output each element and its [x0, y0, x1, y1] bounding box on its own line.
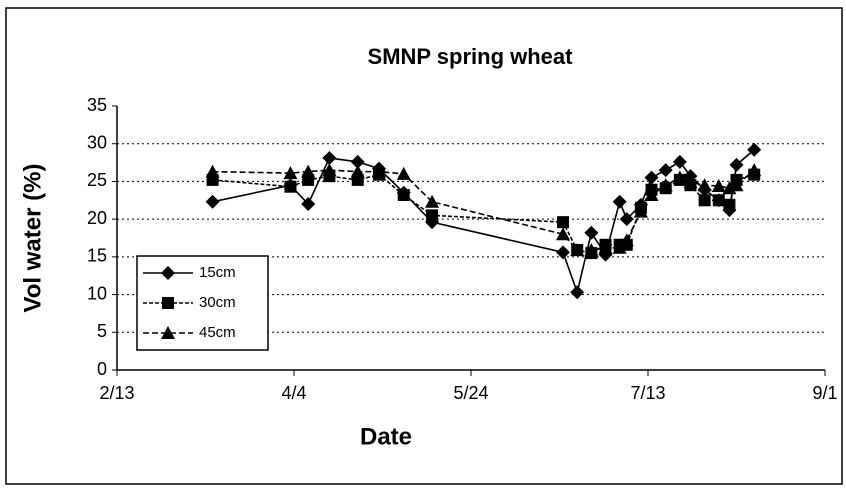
x-tick-label: 4/4: [281, 383, 306, 403]
y-tick-label: 5: [97, 321, 107, 341]
data-point: [711, 178, 726, 192]
data-point: [283, 166, 298, 180]
legend-marker: [161, 326, 175, 339]
data-point: [284, 180, 297, 193]
data-point: [729, 178, 744, 192]
x-tick-label: 5/24: [453, 383, 488, 403]
data-point: [425, 194, 440, 208]
data-point: [350, 154, 365, 169]
data-point: [598, 240, 613, 254]
data-point: [712, 194, 725, 207]
data-point: [557, 216, 570, 229]
data-point: [698, 194, 711, 207]
x-tick-label: 7/13: [630, 383, 665, 403]
data-point: [747, 142, 762, 157]
y-tick-label: 30: [87, 132, 107, 152]
data-point: [556, 227, 571, 241]
data-point: [619, 233, 634, 247]
data-point: [205, 194, 220, 209]
chart-title: SMNP spring wheat: [368, 44, 574, 69]
y-tick-label: 0: [97, 359, 107, 379]
data-point: [556, 245, 571, 260]
y-tick-label: 35: [87, 95, 107, 115]
data-point: [570, 285, 585, 300]
x-tick-label: 2/13: [99, 383, 134, 403]
y-axis-title: Vol water (%): [19, 164, 46, 313]
data-point: [672, 170, 687, 184]
legend-label: 45cm: [199, 324, 236, 341]
data-point: [322, 151, 337, 166]
data-point: [570, 243, 585, 257]
data-point: [426, 209, 439, 222]
chart-frame: [5, 7, 843, 485]
legend-label: 30cm: [199, 294, 236, 311]
data-point: [644, 170, 659, 185]
data-point: [658, 178, 673, 192]
data-point: [723, 198, 736, 211]
x-tick-label: 9/1: [812, 383, 837, 403]
data-point: [301, 197, 316, 212]
data-point: [396, 166, 411, 180]
data-point: [672, 154, 687, 169]
y-tick-label: 25: [87, 170, 107, 190]
data-point: [301, 164, 316, 178]
data-point: [397, 189, 410, 202]
legend-label: 15cm: [199, 264, 236, 281]
data-point: [205, 164, 220, 178]
y-tick-label: 20: [87, 208, 107, 228]
data-point: [747, 163, 762, 177]
data-point: [683, 175, 698, 189]
data-point: [619, 212, 634, 227]
data-point: [644, 188, 659, 202]
data-point: [633, 204, 648, 218]
legend-marker: [162, 297, 174, 309]
y-tick-label: 15: [87, 246, 107, 266]
data-point: [584, 243, 599, 257]
x-axis-title: Date: [360, 423, 412, 450]
data-point: [350, 164, 365, 178]
data-point: [729, 157, 744, 172]
data-point: [584, 225, 599, 240]
data-point: [612, 240, 627, 254]
y-tick-label: 10: [87, 283, 107, 303]
data-point: [371, 164, 386, 178]
data-point: [658, 163, 673, 178]
legend-marker: [161, 266, 175, 280]
data-point: [612, 194, 627, 209]
data-point: [322, 163, 337, 177]
data-point: [697, 178, 712, 192]
